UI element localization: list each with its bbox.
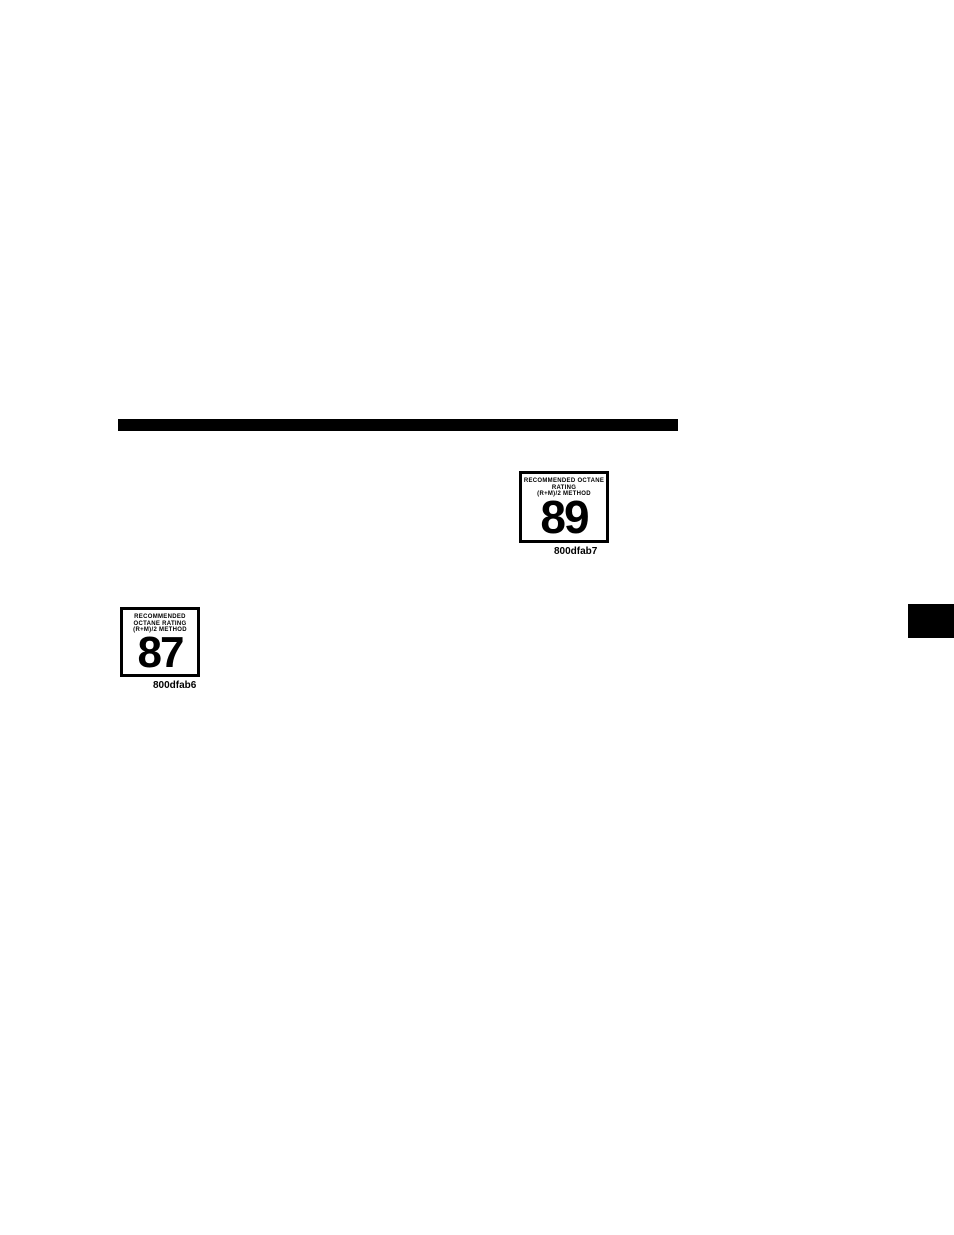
octane-value: 87: [138, 632, 183, 674]
octane-label-line1: RECOMMENDED OCTANE RATING: [123, 614, 197, 627]
section-tab: [908, 604, 954, 638]
page: RECOMMENDED OCTANE RATING (R+M)/2 METHOD…: [0, 0, 954, 1235]
horizontal-rule: [118, 419, 678, 431]
octane-label-line1: RECOMMENDED OCTANE RATING: [522, 478, 606, 491]
octane-value: 89: [540, 496, 587, 540]
octane-box-89: RECOMMENDED OCTANE RATING (R+M)/2 METHOD…: [519, 471, 609, 543]
figure-caption-87: 800dfab6: [153, 680, 196, 691]
figure-caption-89: 800dfab7: [554, 546, 597, 557]
octane-box-87: RECOMMENDED OCTANE RATING (R+M)/2 METHOD…: [120, 607, 200, 677]
